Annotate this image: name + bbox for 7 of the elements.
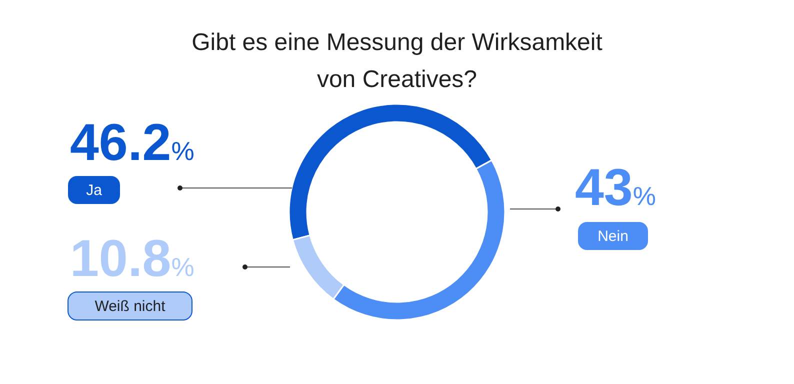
slice-label: Weiß nicht [94, 298, 166, 315]
slice-label: Ja [86, 182, 103, 199]
data-label: 10.8% [70, 230, 194, 288]
slice-label: Nein [598, 228, 628, 245]
data-label: 46.2% [70, 114, 194, 172]
data-label: 43% [575, 159, 656, 217]
chart-title: Gibt es eine Messung der Wirksamkeit von Creatives? [192, 29, 603, 93]
